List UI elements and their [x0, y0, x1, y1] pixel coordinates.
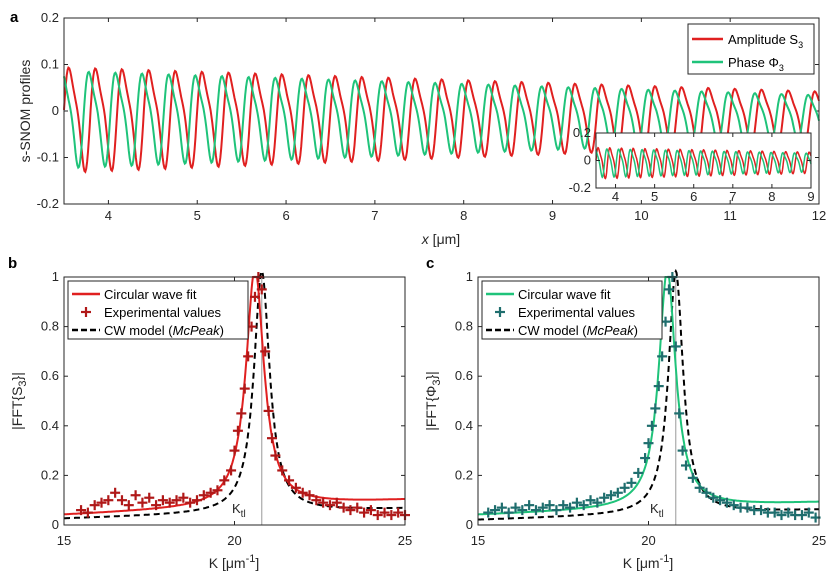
- y-tick-label: 0.2: [41, 10, 59, 25]
- legend-experimental: Experimental values: [518, 305, 636, 320]
- panel-b-frame: [63, 276, 406, 526]
- y-tick-label: 0.2: [41, 467, 59, 482]
- y-tick-label: 0.8: [41, 319, 59, 334]
- y-tick-label: 0: [584, 153, 591, 168]
- y-tick-label: 0: [52, 517, 59, 532]
- x-tick-label: 20: [641, 533, 655, 548]
- y-tick-label: 1: [52, 269, 59, 284]
- panel-c-series: [477, 268, 821, 525]
- x-tick-label: 11: [723, 208, 737, 223]
- legend-swatch-experimental: [81, 307, 91, 317]
- x-tick-label: 8: [460, 208, 467, 223]
- x-tick-label: 5: [194, 208, 201, 223]
- y-tick-label: 0.4: [455, 418, 473, 433]
- legend-experimental: Experimental values: [104, 305, 222, 320]
- fit-curve: [478, 276, 819, 516]
- y-tick-label: 0.4: [41, 418, 59, 433]
- x-tick-label: 6: [690, 189, 697, 204]
- x-tick-label: 5: [651, 189, 658, 204]
- y-tick-label: 0.6: [455, 368, 473, 383]
- x-tick-label: 15: [57, 533, 71, 548]
- legend-model: CW model (McPeak): [518, 323, 638, 338]
- x-tick-label: 4: [612, 189, 619, 204]
- y-tick-label: 0.6: [41, 368, 59, 383]
- panel-b-k-label: Ktl: [232, 501, 246, 520]
- x-tick-label: 7: [729, 189, 736, 204]
- x-tick-label: 12: [812, 208, 826, 223]
- panel-c-ylabel: |FFT{Φ3}|: [423, 371, 443, 431]
- x-tick-label: 4: [105, 208, 112, 223]
- panel-b-axes: 15 20 25 0 0.2 0.4 0.6 0.8 1: [41, 269, 412, 548]
- panel-c-axes: 15 20 25 0 0.2 0.4 0.6 0.8 1: [455, 269, 826, 548]
- y-tick-label: -0.1: [37, 150, 59, 165]
- x-tick-label: 7: [371, 208, 378, 223]
- x-tick-label: 15: [471, 533, 485, 548]
- legend-swatch-experimental: [495, 307, 505, 317]
- x-tick-label: 20: [227, 533, 241, 548]
- legend-amplitude: Amplitude S3: [728, 32, 803, 50]
- legend-fit: Circular wave fit: [104, 287, 197, 302]
- x-tick-label: 6: [282, 208, 289, 223]
- x-tick-label: 9: [807, 189, 814, 204]
- x-tick-label: 25: [812, 533, 826, 548]
- legend-fit: Circular wave fit: [518, 287, 611, 302]
- x-tick-label: 9: [549, 208, 556, 223]
- panel-c-legend: Circular wave fit Experimental values CW…: [481, 280, 663, 340]
- legend-phase: Phase Φ3: [728, 55, 784, 73]
- y-tick-label: 0.2: [455, 467, 473, 482]
- panel-b-legend: Circular wave fit Experimental values CW…: [67, 280, 249, 340]
- panel-c-xlabel: K [μm-1]: [623, 553, 674, 571]
- legend-model: CW model (McPeak): [104, 323, 224, 338]
- series-line-amplitude: [63, 65, 820, 174]
- panel-c-frame: [477, 276, 820, 526]
- y-tick-label: -0.2: [37, 196, 59, 211]
- x-tick-label: 25: [398, 533, 412, 548]
- panel-label-c: c: [426, 255, 434, 272]
- panel-a-frame: [63, 17, 820, 205]
- x-tick-label: 8: [768, 189, 775, 204]
- inset-series-line: [595, 147, 812, 179]
- panel-b-ylabel: |FFT{S3}|: [9, 372, 29, 430]
- panel-c-k-label: Ktl: [650, 501, 664, 520]
- y-tick-label: 0: [466, 517, 473, 532]
- y-tick-label: 0.1: [41, 57, 59, 72]
- panel-a-inset: 4 5 6 7 8 9 -0.2 0 0.2: [569, 125, 815, 204]
- panel-b-series: [64, 269, 410, 525]
- x-tick-label: 10: [634, 208, 648, 223]
- y-tick-label: 0.8: [455, 319, 473, 334]
- panel-b-xlabel: K [μm-1]: [209, 553, 260, 571]
- y-tick-label: 0: [52, 103, 59, 118]
- y-tick-label: -0.2: [569, 180, 591, 195]
- panel-label-b: b: [8, 255, 17, 272]
- panel-a-xlabel: x [μm]: [421, 231, 460, 247]
- y-tick-label: 0.2: [573, 125, 591, 140]
- panel-label-a: a: [10, 9, 19, 26]
- panel-a-legend: Amplitude S3 Phase Φ3: [687, 23, 815, 75]
- y-tick-label: 1: [466, 269, 473, 284]
- panel-a-ylabel: s-SNOM profiles: [17, 60, 33, 163]
